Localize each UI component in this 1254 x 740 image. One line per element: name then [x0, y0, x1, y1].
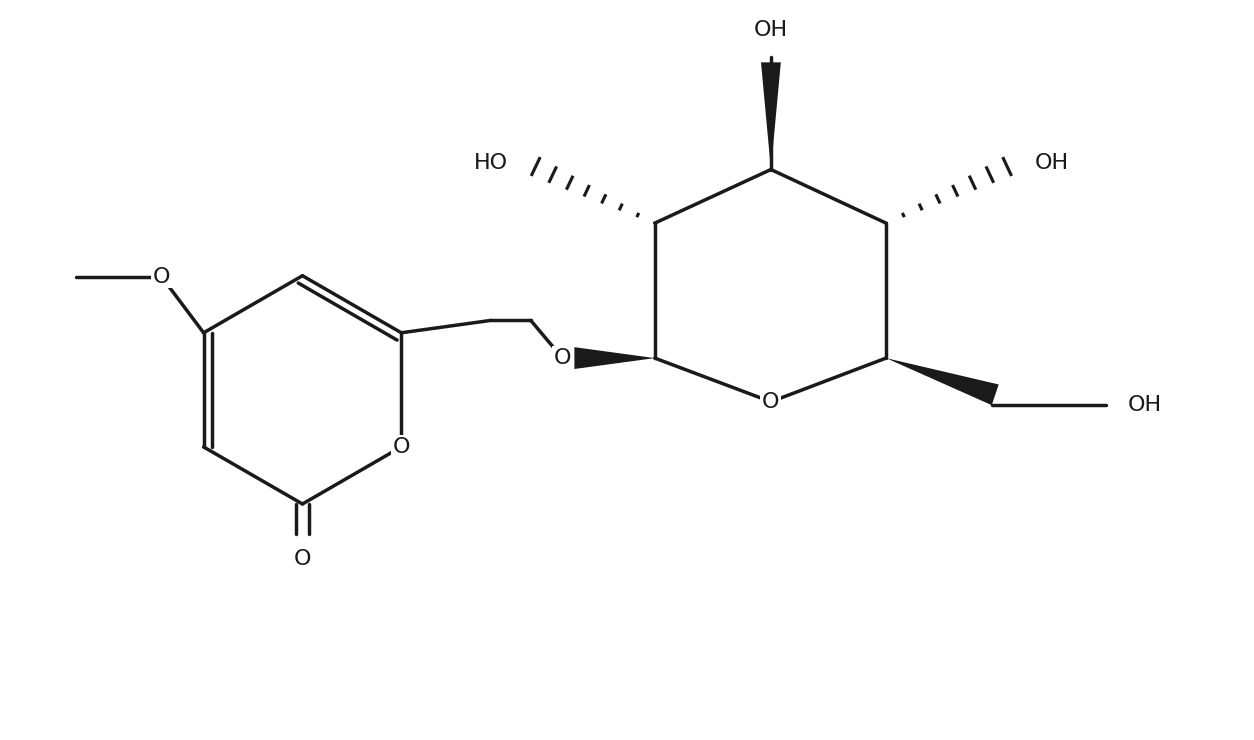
Polygon shape [574, 347, 655, 369]
Text: OH: OH [754, 19, 788, 39]
Text: OH: OH [1035, 152, 1070, 172]
Text: O: O [393, 437, 410, 457]
Text: HO: HO [474, 152, 508, 172]
Polygon shape [887, 358, 998, 406]
Text: O: O [293, 548, 311, 568]
Polygon shape [761, 62, 781, 169]
Text: O: O [153, 266, 171, 286]
Text: O: O [762, 391, 780, 411]
Text: OH: OH [1129, 394, 1162, 414]
Text: O: O [554, 348, 572, 368]
